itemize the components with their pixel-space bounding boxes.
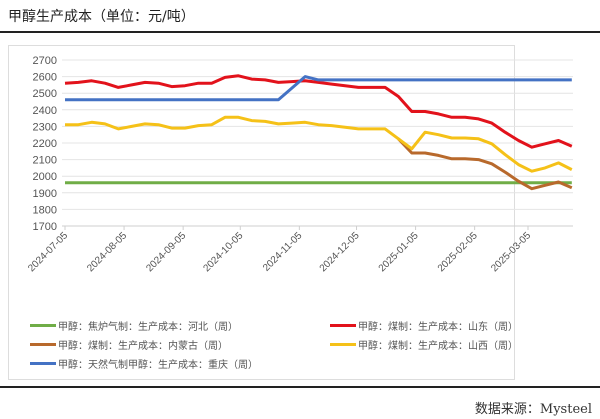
y-tick-label: 2300 [33,121,57,133]
legend-swatch [330,324,356,327]
x-tick-label: 2025-01-05 [377,230,421,274]
legend-item: 甲醇：焦炉气制：生产成本：河北（周） [30,318,238,333]
y-tick-label: 1700 [33,221,57,233]
legend-label: 甲醇：天然气制甲醇：生产成本：重庆（周） [58,360,258,371]
x-tick-label: 2025-03-05 [489,230,533,274]
legend-label: 甲醇：煤制：生产成本：内蒙古（周） [58,341,228,352]
x-tick-label: 2024-09-05 [144,230,188,274]
page-title: 甲醇生产成本（单位：元/吨） [8,9,195,25]
y-tick-label: 1900 [33,188,57,200]
y-tick-label: 2100 [33,155,57,167]
x-tick-label: 2025-02-05 [436,230,480,274]
chart-frame [8,45,515,380]
series-line-4 [65,75,572,102]
legend-swatch [30,324,56,327]
legend-label: 甲醇：焦炉气制：生产成本：河北（周） [58,322,238,333]
y-tick-label: 2700 [33,55,57,67]
legend-item: 甲醇：煤制：生产成本：内蒙古（周） [30,337,228,352]
series-line-2 [397,137,573,191]
bottom-divider [0,386,600,388]
y-tick-label: 2200 [33,138,57,150]
legend-label: 甲醇：煤制：生产成本：山西（周） [358,341,518,352]
legend-label: 甲醇：煤制：生产成本：山东（周） [358,322,518,333]
legend-item: 甲醇：煤制：生产成本：山西（周） [330,337,518,352]
x-tick-label: 2024-11-05 [261,230,305,274]
legend-item: 甲醇：天然气制甲醇：生产成本：重庆（周） [30,356,258,371]
legend-item: 甲醇：煤制：生产成本：山东（周） [330,318,518,333]
series-line-1 [64,74,573,149]
y-tick-label: 1800 [33,204,57,216]
y-tick-label: 2400 [33,105,57,117]
y-tick-label: 2500 [33,88,57,100]
legend-swatch [30,362,56,365]
y-tick-label: 2600 [33,72,57,84]
source-note: 数据来源：Mysteel [474,402,592,417]
x-tick-label: 2024-07-05 [26,230,70,274]
x-tick-label: 2024-12-05 [318,230,362,274]
y-tick-label: 2000 [33,171,57,183]
legend-swatch [330,343,356,346]
title-divider [0,31,600,33]
x-tick-label: 2024-08-05 [85,230,129,274]
series-line-3 [65,115,573,173]
line-chart: 1700 1800 1900 2000 2100 2200 2300 2400 2500 2600… [26,55,573,274]
x-tick-label: 2024-10-05 [201,230,245,274]
legend-swatch [30,343,56,346]
